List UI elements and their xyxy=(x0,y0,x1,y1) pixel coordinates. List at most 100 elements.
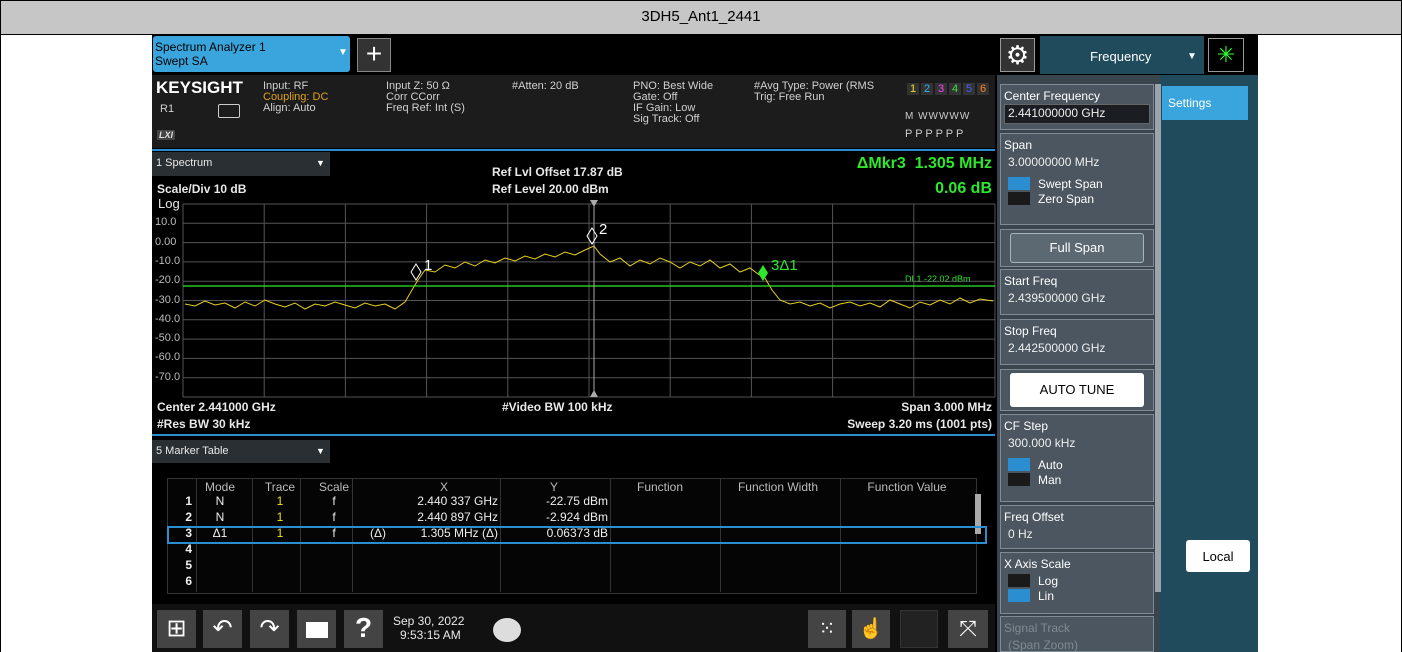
y-axis-label: -70.0 xyxy=(155,370,181,383)
spectrum-window-top xyxy=(152,149,995,151)
header-text: Corr CCorr xyxy=(386,91,440,103)
settings-tab[interactable] xyxy=(1162,86,1248,120)
center-freq: Center 2.441000 GHz xyxy=(157,400,276,414)
windows-button[interactable]: ⊞ xyxy=(157,610,196,648)
mode-name: Swept SA xyxy=(155,54,208,68)
menu-dropdown[interactable]: ▼ xyxy=(1187,51,1197,62)
column-header: Scale xyxy=(318,480,350,494)
radio-indicator[interactable] xyxy=(1008,458,1030,471)
table-cell: 5 xyxy=(185,558,192,572)
y-axis-label: -60.0 xyxy=(155,351,181,364)
file-button[interactable] xyxy=(297,610,336,648)
delta-marker: ΔMkr3 1.305 MHz xyxy=(856,155,992,172)
scale-type: Log xyxy=(158,196,180,211)
softkey[interactable] xyxy=(1000,319,1154,365)
radio-indicator[interactable] xyxy=(1008,589,1030,602)
header-text: Input Z: 50 Ω xyxy=(386,80,450,92)
tab-dropdown[interactable]: ▼ xyxy=(338,47,348,58)
softkey-value: 0 Hz xyxy=(1008,527,1033,541)
marker-label: 3Δ1 xyxy=(771,257,798,274)
table-divider xyxy=(840,479,841,592)
redo-button[interactable]: ↷ xyxy=(250,610,289,648)
marker-label: 2 xyxy=(599,221,608,238)
lxi-logo: LXI xyxy=(157,130,176,140)
radio-label: Man xyxy=(1038,473,1062,487)
radio-indicator[interactable] xyxy=(1008,177,1030,190)
softkey-label: CF Step xyxy=(1004,419,1049,433)
busy-indicator: ✳ xyxy=(1208,38,1244,72)
trace-indicator: 1 xyxy=(907,83,919,95)
softkey[interactable] xyxy=(1000,505,1154,549)
selected-row xyxy=(167,526,987,544)
column-header: Function Value xyxy=(867,480,947,494)
touch-button[interactable]: ☝ xyxy=(852,610,890,648)
table-cell: f xyxy=(332,526,336,540)
date: Sep 30, 2022 xyxy=(393,614,465,628)
settings-gear[interactable]: ⚙ xyxy=(1000,38,1035,72)
undo-button[interactable]: ↶ xyxy=(203,610,242,648)
layout-button[interactable] xyxy=(900,610,938,648)
header-text: Freq Ref: Int (S) xyxy=(386,102,465,114)
header-text: Coupling: DC xyxy=(263,91,329,103)
softkey-value: 2.441000000 GHz xyxy=(1008,106,1106,120)
add-screen-button[interactable]: + xyxy=(357,38,391,72)
column-header: Trace xyxy=(264,480,296,494)
y-axis-label: -20.0 xyxy=(155,274,181,287)
softkey[interactable] xyxy=(1000,414,1154,502)
radio-indicator[interactable] xyxy=(1008,473,1030,486)
softkey[interactable] xyxy=(1000,269,1154,315)
delta-value: 0.06 dB xyxy=(935,180,992,197)
settings-label: Settings xyxy=(1168,96,1212,110)
ref-level: Ref Level 20.00 dBm xyxy=(492,182,609,196)
table-scrollbar xyxy=(975,494,981,534)
table-window-dropdown[interactable]: ▼ xyxy=(316,446,325,456)
help-button[interactable] xyxy=(344,610,383,648)
y-axis-label: -50.0 xyxy=(155,332,181,345)
window-selector[interactable] xyxy=(152,152,330,176)
header-text: Gate: Off xyxy=(633,91,678,103)
table-cell: -2.924 dBm xyxy=(545,510,608,524)
table-divider xyxy=(252,479,253,592)
instrument-tab[interactable] xyxy=(153,36,350,72)
fullscreen-button[interactable]: ⤧ xyxy=(948,610,988,648)
keypad-button[interactable]: ⁙ xyxy=(808,610,846,648)
table-cell: 2.440 337 GHz xyxy=(417,494,498,508)
spectrum-window-bottom xyxy=(152,434,995,436)
table-divider xyxy=(196,479,197,592)
sweep-readout: Sweep 3.20 ms (1001 pts) xyxy=(847,417,992,431)
table-cell: N xyxy=(215,494,225,508)
brand: KEYSIGHT xyxy=(156,78,243,97)
trace-indicator: 5 xyxy=(963,83,975,95)
column-header: Y xyxy=(549,480,558,494)
column-header: Function xyxy=(636,480,684,494)
menu-name: Frequency xyxy=(1090,49,1152,64)
table-window-name: 5 Marker Table xyxy=(156,445,229,457)
table-divider xyxy=(720,479,721,592)
radio-label: Zero Span xyxy=(1038,192,1095,206)
header-text: #Avg Type: Power (RMS xyxy=(754,80,875,92)
radio-label: Log xyxy=(1038,574,1059,588)
remote-icon xyxy=(218,104,240,118)
local-button[interactable] xyxy=(1186,540,1250,572)
table-divider xyxy=(610,479,611,592)
window-dropdown[interactable]: ▼ xyxy=(316,158,325,168)
table-cell: 1.305 MHz (Δ) xyxy=(420,526,498,540)
y-axis-label: -30.0 xyxy=(155,293,181,306)
table-cell: (Δ) xyxy=(369,526,386,540)
instrument-name: Spectrum Analyzer 1 xyxy=(155,40,266,54)
title-bar xyxy=(0,0,1402,35)
menu-tab[interactable] xyxy=(1040,36,1204,74)
softkey[interactable] xyxy=(1000,133,1154,225)
radio-indicator[interactable] xyxy=(1008,574,1030,587)
radio-indicator[interactable] xyxy=(1008,192,1030,205)
softkey-button[interactable] xyxy=(1010,233,1144,263)
header-text: Trig: Free Run xyxy=(754,91,825,103)
local-label: Local xyxy=(1202,549,1234,564)
y-axis-label: -10.0 xyxy=(155,254,181,267)
table-window-selector[interactable] xyxy=(152,440,330,463)
chat-button[interactable] xyxy=(493,618,521,642)
softkey-button[interactable] xyxy=(1010,373,1144,407)
trace-indicator: 3 xyxy=(935,83,947,95)
header-text: IF Gain: Low xyxy=(633,102,696,114)
